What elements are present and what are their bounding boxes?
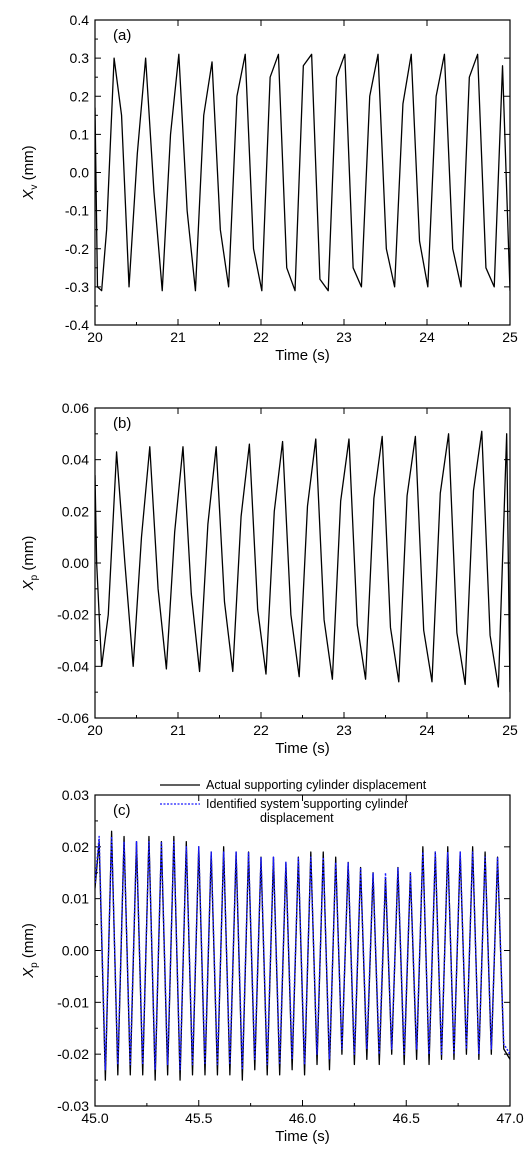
- x-tick-label: 21: [170, 329, 186, 345]
- y-axis-label-unit: (mm): [20, 536, 37, 575]
- panel-label: (b): [113, 415, 131, 432]
- x-tick-label: 22: [253, 722, 269, 738]
- y-axis-label-main: X: [20, 189, 37, 201]
- y-axis-label-subscript: p: [29, 574, 40, 580]
- y-axis-label: Xp (mm): [20, 536, 40, 592]
- y-tick-label: -0.02: [57, 607, 89, 623]
- legend-label: Identified system supporting cylinder: [206, 797, 408, 811]
- x-tick-label: 21: [170, 722, 186, 738]
- x-tick-label: 45.5: [185, 1110, 212, 1126]
- y-tick-label: 0.04: [62, 452, 89, 468]
- x-tick-label: 24: [419, 722, 435, 738]
- x-tick-label: 45.0: [81, 1110, 108, 1126]
- x-tick-label: 46.0: [289, 1110, 316, 1126]
- x-tick-label: 24: [419, 329, 435, 345]
- y-tick-label: 0.2: [70, 88, 90, 104]
- plot-frame: [94, 19, 511, 326]
- chart-panel-0: 20 21 22 23 24 25 -0.4 -0.3 -0.2 -0.1 0.0 0.1 0.2 0.3…: [20, 12, 518, 364]
- plot-frame: [94, 794, 511, 1107]
- x-axis-label: Time (s): [275, 347, 329, 364]
- x-tick-label: 47.0: [496, 1110, 523, 1126]
- x-tick-label: 20: [87, 722, 103, 738]
- panel-label: (c): [113, 802, 131, 819]
- x-axis-label: Time (s): [275, 740, 329, 757]
- x-tick-label: 25: [502, 329, 518, 345]
- legend-label: displacement: [260, 811, 334, 825]
- legend-label: Actual supporting cylinder displacement: [206, 778, 427, 792]
- x-tick-label: 46.5: [393, 1110, 420, 1126]
- y-tick-label: -0.06: [57, 710, 89, 726]
- chart-panel-2: 45.0 45.5 46.0 46.5 47.0 -0.03 -0.02 -0.01 0.00 0…: [20, 778, 524, 1145]
- y-axis-label: Xp (mm): [20, 923, 40, 979]
- chart-panel-1: 20 21 22 23 24 25 -0.06 -0.04 -0.02 0.00 0.02 0.04 0…: [20, 400, 518, 757]
- panel-label: (a): [113, 27, 131, 44]
- series-line-0: [95, 53, 510, 292]
- x-tick-label: 25: [502, 722, 518, 738]
- series-line-0: [95, 430, 510, 693]
- y-tick-label: 0.00: [62, 943, 89, 959]
- y-tick-label: 0.01: [62, 891, 89, 907]
- y-tick-label: -0.1: [65, 203, 89, 219]
- y-tick-label: 0.03: [62, 787, 89, 803]
- y-axis-label: Xv (mm): [20, 145, 40, 200]
- y-axis-label-unit: (mm): [20, 923, 37, 962]
- y-axis-label-subscript: p: [29, 962, 40, 968]
- y-tick-label: 0.02: [62, 839, 89, 855]
- y-tick-label: -0.4: [65, 317, 89, 333]
- series-line-1: [95, 835, 510, 1071]
- y-tick-label: 0.02: [62, 503, 89, 519]
- plot-frame: [94, 407, 511, 719]
- y-tick-label: -0.01: [57, 994, 89, 1010]
- y-tick-label: 0.1: [70, 126, 90, 142]
- y-tick-label: -0.3: [65, 279, 89, 295]
- y-axis-label-subscript: v: [29, 185, 40, 190]
- y-tick-label: -0.03: [57, 1098, 89, 1114]
- y-tick-label: -0.2: [65, 241, 89, 257]
- y-axis-label-main: X: [20, 967, 37, 979]
- y-tick-label: 0.00: [62, 555, 89, 571]
- x-tick-label: 22: [253, 329, 269, 345]
- y-tick-label: 0.0: [70, 165, 90, 181]
- y-tick-label: -0.04: [57, 658, 89, 674]
- x-tick-label: 23: [336, 329, 352, 345]
- y-axis-label-main: X: [20, 579, 37, 591]
- x-tick-label: 20: [87, 329, 103, 345]
- y-tick-label: 0.4: [70, 12, 90, 28]
- y-axis-label-unit: (mm): [20, 145, 37, 184]
- x-tick-label: 23: [336, 722, 352, 738]
- x-axis-label: Time (s): [275, 1128, 329, 1145]
- y-tick-label: 0.3: [70, 50, 90, 66]
- series-line-0: [95, 830, 510, 1081]
- y-tick-label: -0.02: [57, 1046, 89, 1062]
- y-tick-label: 0.06: [62, 400, 89, 416]
